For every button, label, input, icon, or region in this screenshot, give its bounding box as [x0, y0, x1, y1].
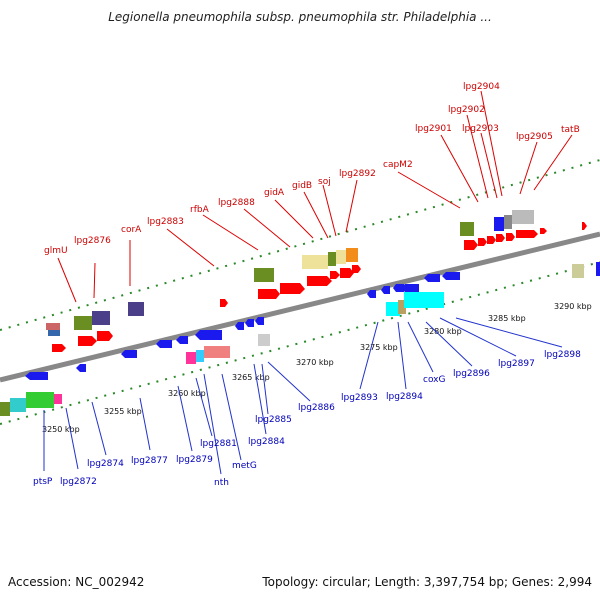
gene-rev-8 — [245, 319, 254, 327]
gene-tatB — [516, 230, 538, 238]
label-lpg2888: lpg2888 — [218, 198, 255, 208]
gene-lpg2903 — [487, 236, 496, 244]
gene-rev-14 — [424, 274, 440, 282]
label-lpg2898: lpg2898 — [544, 350, 581, 360]
tick-label: 3290 kbp — [554, 302, 592, 311]
label-soj: soj — [318, 177, 331, 187]
gene-lpg2892 — [352, 265, 361, 273]
label-lpg2884: lpg2884 — [248, 437, 285, 447]
gene-edge — [582, 222, 587, 230]
label-lpg2872: lpg2872 — [60, 477, 97, 487]
reverse-genes[interactable] — [25, 272, 460, 380]
label-lpg2904: lpg2904 — [463, 82, 500, 92]
gene-lpg2902 — [478, 238, 487, 246]
label-lpg2879: lpg2879 — [176, 455, 213, 465]
label-coxG: coxG — [423, 375, 446, 385]
gene-rev-3 — [121, 350, 137, 358]
label-lpg2886: lpg2886 — [298, 403, 335, 413]
gene-gidA — [307, 276, 332, 286]
gene-rev-4 — [156, 340, 172, 348]
tick-label: 3280 kbp — [424, 327, 462, 336]
bottom-label-lines — [43, 317, 563, 475]
label-capM2: capM2 — [383, 160, 413, 170]
label-lpg2885: lpg2885 — [255, 415, 292, 425]
gene-rev-7 — [235, 322, 244, 330]
gene-rev-15 — [442, 272, 460, 280]
label-lpg2883: lpg2883 — [147, 217, 184, 227]
gene-rev-2 — [76, 364, 86, 372]
tick-label: 3250 kbp — [42, 425, 80, 434]
gene-rev-11 — [381, 286, 390, 294]
gene-glmU — [52, 344, 66, 352]
gene-lpg2876 — [78, 336, 97, 346]
tick-label: 3275 kbp — [360, 343, 398, 352]
label-gidB: gidB — [292, 181, 312, 191]
tick-label: 3270 kbp — [296, 358, 334, 367]
label-lpg2874: lpg2874 — [87, 459, 124, 469]
tick-label: 3265 kbp — [232, 373, 270, 382]
gene-soj — [340, 268, 354, 278]
gene-corA — [220, 299, 228, 307]
gene-lpg2905 — [506, 233, 515, 241]
top-labels: glmU lpg2876 corA lpg2883 rfbA lpg2888 g… — [44, 82, 580, 256]
label-tatB: tatB — [561, 125, 580, 135]
map-title: Legionella pneumophila subsp. pneumophil… — [108, 10, 492, 24]
gene-lpg2904 — [496, 234, 505, 242]
label-gidA: gidA — [264, 188, 285, 198]
gene-rev-13 — [401, 284, 419, 292]
forward-features — [46, 210, 584, 336]
label-glmU: glmU — [44, 246, 68, 256]
gene-tatB2 — [540, 228, 547, 234]
gene-lpg2901 — [464, 240, 478, 250]
label-lpg2877: lpg2877 — [131, 456, 168, 466]
gene-rev-10 — [367, 290, 376, 298]
gene-rev-5 — [176, 336, 188, 344]
label-metG: metG — [232, 461, 257, 471]
gene-rfbA — [258, 289, 280, 299]
label-lpg2903: lpg2903 — [462, 124, 499, 134]
top-label-lines — [57, 90, 573, 303]
label-ptsP: ptsP — [33, 477, 53, 487]
label-rfbA: rfbA — [190, 205, 210, 215]
reverse-features — [0, 262, 600, 416]
bottom-labels: ptsP lpg2872 lpg2874 lpg2877 lpg2879 lpg… — [33, 350, 581, 488]
topology-summary: Topology: circular; Length: 3,397,754 bp… — [262, 575, 592, 589]
label-lpg2896: lpg2896 — [453, 369, 490, 379]
label-nth: nth — [214, 478, 229, 488]
gene-rev-6 — [195, 330, 222, 340]
label-lpg2894: lpg2894 — [386, 392, 423, 402]
tick-label: 3255 kbp — [104, 407, 142, 416]
tick-label: 3260 kbp — [168, 389, 206, 398]
kbp-ticks: 3250 kbp 3255 kbp 3260 kbp 3265 kbp 3270… — [42, 302, 592, 434]
label-lpg2897: lpg2897 — [498, 359, 535, 369]
label-lpg2892: lpg2892 — [339, 169, 376, 179]
label-lpg2901: lpg2901 — [415, 124, 452, 134]
label-lpg2902: lpg2902 — [448, 105, 485, 115]
gene-rev-12 — [393, 284, 404, 292]
genome-backbone — [0, 231, 600, 383]
gene-lpg2888 — [280, 283, 305, 294]
label-lpg2881: lpg2881 — [200, 439, 237, 449]
forward-genes[interactable] — [52, 222, 587, 352]
label-lpg2905: lpg2905 — [516, 132, 553, 142]
accession-text: Accession: NC_002942 — [8, 575, 145, 589]
gene-gidB — [330, 271, 340, 279]
label-lpg2893: lpg2893 — [341, 393, 378, 403]
label-corA: corA — [121, 225, 142, 235]
gene-lpg2876b — [97, 331, 113, 341]
tick-label: 3285 kbp — [488, 314, 526, 323]
gene-rev-9 — [255, 317, 264, 325]
label-lpg2876: lpg2876 — [74, 236, 111, 246]
gene-rev-1 — [25, 372, 48, 380]
